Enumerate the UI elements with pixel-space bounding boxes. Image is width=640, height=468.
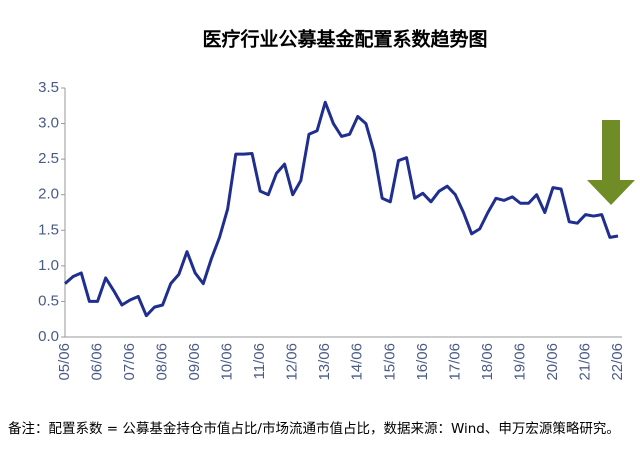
x-tick-label: 18/06	[479, 343, 496, 381]
x-tick-label: 20/06	[544, 343, 561, 381]
y-tick-label: 0.5	[38, 292, 59, 309]
chart-title: 医疗行业公募基金配置系数趋势图	[202, 28, 487, 51]
x-tick-label: 17/06	[446, 343, 463, 381]
data-line	[64, 100, 619, 318]
y-tick-label: 3.5	[38, 79, 59, 96]
x-tick-label: 21/06	[576, 343, 593, 381]
down-arrow	[587, 120, 635, 205]
x-tick-label: 16/06	[414, 343, 431, 381]
x-tick-label: 05/06	[56, 343, 73, 381]
y-tick-label: 3.0	[38, 115, 59, 132]
x-tick-label: 08/06	[154, 343, 171, 381]
x-tick-label: 15/06	[381, 343, 398, 381]
note: 备注：配置系数 = 公募基金持仓市值占比/市场流通市值占比，数据来源：Wind、…	[8, 421, 620, 437]
x-tick-label: 14/06	[349, 343, 366, 381]
x-tick-label: 11/06	[251, 343, 268, 379]
x-tick-label: 22/06	[609, 343, 626, 381]
x-tick-label: 10/06	[219, 343, 236, 381]
x-tick-label: 06/06	[88, 343, 105, 381]
y-tick-label: 2.0	[38, 186, 59, 203]
y-tick-label: 0.0	[38, 328, 59, 345]
y-tick-label: 2.5	[38, 150, 59, 167]
x-tick-label: 09/06	[186, 343, 203, 381]
y-tick-label: 1.0	[38, 257, 59, 274]
y-tick-label: 1.5	[38, 221, 59, 238]
x-tick-label: 13/06	[316, 343, 333, 381]
x-tick-label: 19/06	[511, 343, 528, 381]
x-tick-label: 07/06	[121, 343, 138, 381]
x-tick-label: 12/06	[284, 343, 301, 381]
